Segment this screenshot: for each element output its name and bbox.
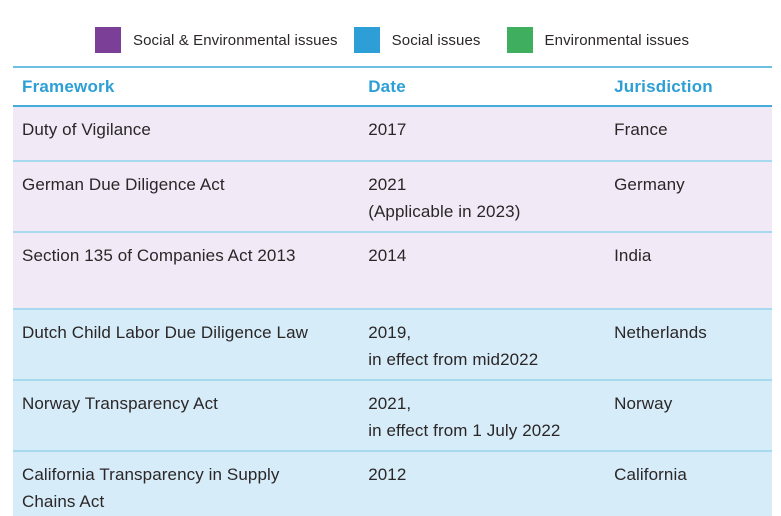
table-header: Framework Date Jurisdiction: [13, 68, 772, 107]
column-header-date: Date: [368, 76, 406, 96]
cell-date: 2012: [368, 465, 407, 484]
cell-date: 2019, in effect from mid2022: [368, 323, 539, 369]
cell-jurisdiction: Germany: [614, 175, 685, 194]
legend: Social & Environmental issues Social iss…: [95, 27, 781, 53]
legend-label: Environmental issues: [544, 31, 690, 49]
cell-framework: Section 135 of Companies Act 2013: [22, 246, 296, 265]
social-environmental-swatch-icon: [95, 27, 121, 53]
table-row: California Transparency in Supply Chains…: [13, 450, 772, 516]
legend-item-social-environmental: Social & Environmental issues: [95, 27, 338, 53]
table-row: Section 135 of Companies Act 2013 2014 I…: [13, 231, 772, 308]
social-swatch-icon: [353, 27, 380, 53]
cell-jurisdiction: Norway: [614, 394, 673, 413]
table-row: Dutch Child Labor Due Diligence Law 2019…: [13, 308, 772, 379]
cell-framework: Dutch Child Labor Due Diligence Law: [22, 323, 309, 342]
cell-date: 2017: [368, 120, 407, 139]
cell-framework: Duty of Vigilance: [22, 120, 151, 139]
table-row: German Due Diligence Act 2021 (Applicabl…: [13, 160, 772, 231]
cell-framework: California Transparency in Supply Chains…: [22, 465, 280, 511]
cell-framework: German Due Diligence Act: [22, 175, 225, 194]
legend-item-environmental: Environmental issues: [506, 27, 690, 53]
legend-item-social: Social issues: [353, 27, 481, 53]
table-row: Duty of Vigilance 2017 France: [13, 107, 772, 160]
frameworks-table: Framework Date Jurisdiction Duty of Vigi…: [13, 66, 772, 516]
cell-jurisdiction: California: [614, 465, 687, 484]
cell-date: 2014: [368, 246, 407, 265]
column-header-jurisdiction: Jurisdiction: [614, 76, 713, 96]
cell-jurisdiction: France: [614, 120, 668, 139]
cell-framework: Norway Transparency Act: [22, 394, 218, 413]
column-header-framework: Framework: [22, 76, 115, 96]
cell-date: 2021 (Applicable in 2023): [368, 175, 521, 221]
cell-date: 2021, in effect from 1 July 2022: [368, 394, 561, 440]
cell-jurisdiction: India: [614, 246, 652, 265]
environmental-swatch-icon: [506, 27, 533, 53]
table-row: Norway Transparency Act 2021, in effect …: [13, 379, 772, 450]
legend-label: Social issues: [391, 31, 481, 49]
legend-label: Social & Environmental issues: [133, 31, 338, 49]
cell-jurisdiction: Netherlands: [614, 323, 707, 342]
